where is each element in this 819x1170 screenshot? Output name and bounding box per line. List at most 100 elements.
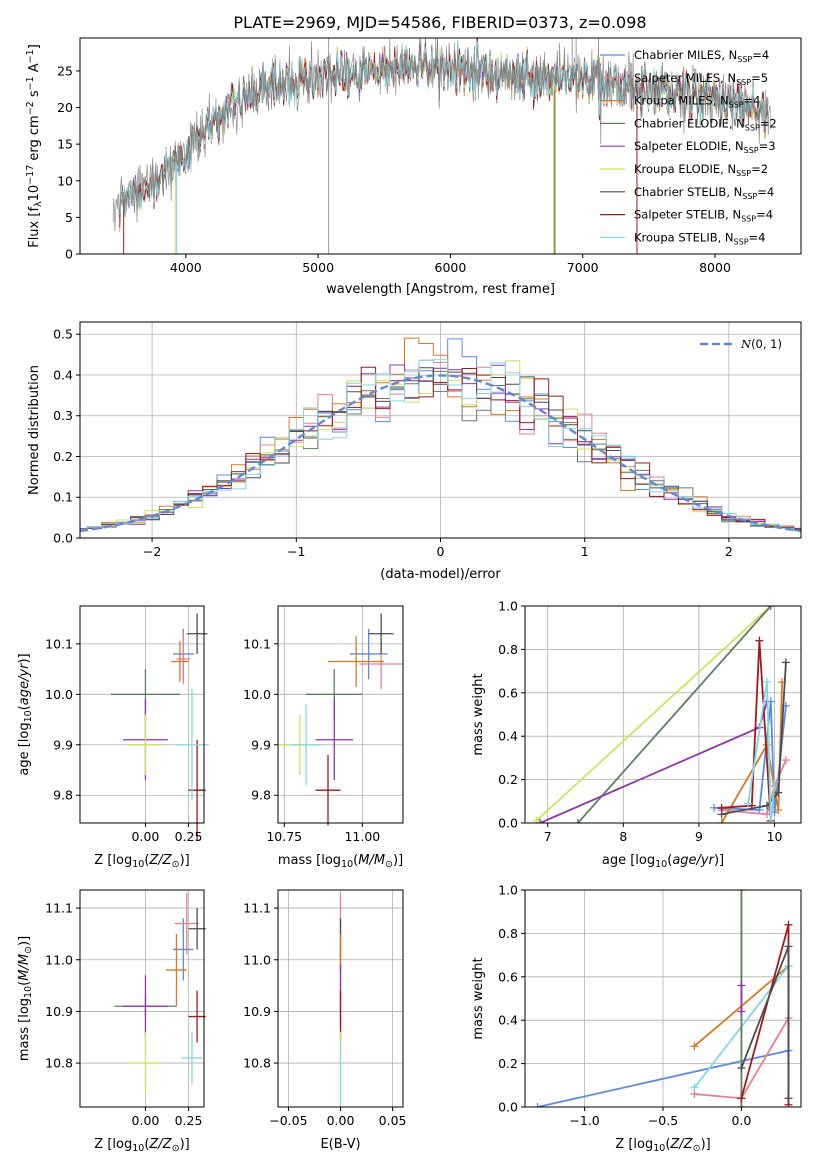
weight-marker bbox=[710, 803, 719, 812]
y-tick-label: 9.9 bbox=[53, 737, 73, 752]
spectrum-marks bbox=[112, 38, 771, 254]
age_weights-panel: 7 8 9 10 0.0 0.2 0.4 0.6 0.8 1.0 age [log10(age/yr… bbox=[471, 599, 802, 870]
y-tick-label: 0.8 bbox=[498, 926, 518, 941]
y-tick-label: 10.8 bbox=[243, 1056, 271, 1071]
errorbar-kroupa_elodie bbox=[128, 1032, 163, 1095]
weight-marker bbox=[755, 636, 764, 645]
legend-entry: Salpeter ELODIE, NSSP=3 bbox=[634, 139, 776, 155]
residuals-marks bbox=[79, 337, 802, 533]
legend-entry: Chabrier ELODIE, NSSP=2 bbox=[634, 116, 777, 132]
axes-frame bbox=[524, 605, 802, 824]
y-tick-label: 0.2 bbox=[53, 449, 73, 464]
x-axis-label: age [log10(age/yr)] bbox=[602, 853, 724, 870]
errorbar-kroupa_miles bbox=[171, 641, 189, 682]
spectrum-legend: Chabrier MILES, NSSP=4 Salpeter MILES, NS… bbox=[600, 48, 777, 246]
axes-frame bbox=[79, 889, 205, 1108]
legend-entry: N(0, 1) bbox=[740, 337, 782, 351]
weight-line-chabrier_miles bbox=[537, 1049, 789, 1107]
z_vs_age-axes: 0.00 0.25 9.8 9.9 10.0 10.1 Z [log10(Z/Z⊙)] age… bbox=[17, 605, 205, 870]
y-axis-label: Normed distribution bbox=[27, 365, 42, 495]
y-tick-label: 9.8 bbox=[251, 788, 271, 803]
errorbar-kroupa_elodie bbox=[128, 714, 163, 776]
y-axis-label: mass weight bbox=[471, 957, 486, 1039]
errorbar-chabrier_stelib bbox=[188, 908, 206, 950]
x-tick-label: 4000 bbox=[170, 260, 202, 275]
weight-marker bbox=[717, 819, 726, 823]
y-tick-label: 5 bbox=[65, 210, 73, 225]
weight-marker bbox=[532, 816, 541, 823]
y-tick-label: 20 bbox=[57, 100, 73, 115]
weight-marker bbox=[737, 1007, 746, 1016]
weight-marker bbox=[784, 942, 793, 951]
weight-marker bbox=[737, 981, 746, 990]
x-tick-label: −0.5 bbox=[648, 1113, 678, 1128]
y-tick-label: 0.0 bbox=[498, 1100, 518, 1115]
weight-marker bbox=[762, 677, 771, 686]
z_vs_mass-marks bbox=[114, 892, 206, 1095]
weight-marker bbox=[770, 777, 779, 786]
x-axis-label: Z [log10(Z/Z⊙)] bbox=[94, 1137, 189, 1154]
z_vs_age-panel: 0.00 0.25 9.8 9.9 10.0 10.1 Z [log10(Z/Z⊙)] age… bbox=[17, 605, 210, 870]
axes-frame bbox=[79, 37, 802, 255]
y-tick-label: 1.0 bbox=[498, 883, 518, 898]
x-tick-label: 2 bbox=[725, 544, 733, 559]
mass_vs_age-panel: 10.75 11.00 9.8 9.9 10.0 10.1 mass [log10(M/M⊙… bbox=[243, 605, 404, 870]
y-tick-label: 11.1 bbox=[45, 901, 73, 916]
errorbar-salpeter_miles bbox=[174, 892, 199, 955]
x-tick-label: 7000 bbox=[567, 260, 599, 275]
weight-marker bbox=[533, 1103, 542, 1107]
weight-marker bbox=[690, 1089, 699, 1098]
histogram-salpeter_stelib bbox=[80, 366, 801, 531]
figure-title: PLATE=2969, MJD=54586, FIBERID=0373, z=0… bbox=[233, 13, 646, 32]
weight-marker bbox=[573, 819, 582, 823]
x-tick-label: 0.00 bbox=[132, 829, 160, 844]
x-tick-label: 0 bbox=[437, 544, 445, 559]
y-axis-label: mass [log10(M/M⊙)] bbox=[17, 936, 34, 1061]
errorbar-salpeter_miles bbox=[176, 633, 191, 685]
normal-curve bbox=[79, 374, 802, 533]
x-axis-label: (data-model)/error bbox=[380, 567, 501, 582]
errorbar-kroupa_stelib bbox=[181, 1032, 203, 1084]
weight-marker bbox=[737, 1103, 746, 1107]
weight-marker bbox=[737, 890, 746, 894]
ebv_vs_mass-panel: −0.05 0.00 0.05 10.8 10.9 11.0 11.1 E(B-V) bbox=[243, 889, 407, 1152]
y-tick-label: 0.0 bbox=[498, 816, 518, 831]
y-tick-label: 1.0 bbox=[498, 599, 518, 614]
weight-marker bbox=[774, 805, 783, 814]
z_weights-axes: −1.0 −0.5 0.0 0.0 0.2 0.4 0.6 0.8 1.0 Z [log10(Z/… bbox=[471, 883, 802, 1154]
x-tick-label: 10 bbox=[767, 829, 783, 844]
histogram-kroupa_stelib bbox=[80, 358, 801, 532]
z_weights-panel: −1.0 −0.5 0.0 0.0 0.2 0.4 0.6 0.8 1.0 Z [log10(Z/… bbox=[471, 883, 802, 1154]
x-tick-label: 8000 bbox=[699, 260, 731, 275]
x-axis-label: E(B-V) bbox=[320, 1137, 360, 1152]
y-tick-label: 0.5 bbox=[53, 327, 73, 342]
weight-marker bbox=[717, 803, 726, 812]
y-tick-label: 0.6 bbox=[498, 969, 518, 984]
legend-entry: Chabrier STELIB, NSSP=4 bbox=[634, 185, 774, 201]
residuals-axes: −2 −1 0 1 2 0.0 0.1 0.2 0.3 0.4 0.5 (data-model)/er… bbox=[27, 321, 802, 582]
weight-marker bbox=[766, 606, 775, 610]
weight-marker bbox=[536, 819, 545, 823]
legend-entry: Salpeter MILES, NSSP=5 bbox=[634, 71, 768, 87]
y-tick-label: 10.9 bbox=[243, 1004, 271, 1019]
x-axis-label: Z [log10(Z/Z⊙)] bbox=[615, 1137, 710, 1154]
x-tick-label: 0.05 bbox=[379, 1113, 407, 1128]
y-axis-label: Flux [fλ10−17 erg cm−2 s−1 A−1] bbox=[25, 44, 44, 248]
y-axis-label: age [log10(age/yr)] bbox=[17, 653, 34, 775]
mass_vs_age-marks bbox=[281, 613, 403, 826]
y-tick-label: 10.1 bbox=[243, 636, 271, 651]
y-tick-label: 15 bbox=[57, 137, 73, 152]
errorbar-salpeter_elodie bbox=[123, 975, 168, 1038]
weight-marker bbox=[690, 1042, 699, 1051]
spectrum-axes: 4000 5000 6000 7000 8000 0 5 10 15 20 25 wavelength… bbox=[25, 37, 802, 297]
x-tick-label: 0.00 bbox=[132, 1113, 160, 1128]
y-tick-label: 0.0 bbox=[53, 531, 73, 546]
spectrum-data bbox=[112, 38, 771, 231]
errorbar-kroupa_stelib bbox=[290, 704, 322, 786]
errorbar-salpeter_stelib bbox=[315, 754, 341, 826]
legend-entry: Chabrier MILES, NSSP=4 bbox=[634, 48, 769, 64]
errorbar-salpeter_elodie bbox=[315, 699, 353, 781]
x-tick-label: 0.25 bbox=[175, 1113, 203, 1128]
x-tick-label: 0.0 bbox=[731, 1113, 751, 1128]
